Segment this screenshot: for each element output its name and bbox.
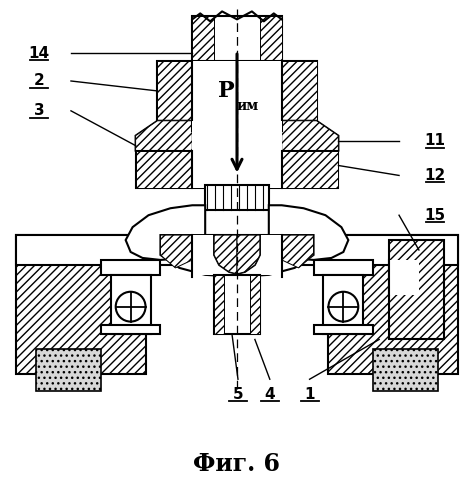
Polygon shape [282, 235, 313, 268]
Polygon shape [214, 235, 237, 274]
Polygon shape [313, 260, 373, 275]
Text: 12: 12 [424, 168, 446, 183]
Polygon shape [16, 235, 146, 374]
Polygon shape [157, 61, 317, 131]
Polygon shape [36, 349, 101, 391]
Polygon shape [192, 151, 282, 188]
Polygon shape [214, 235, 260, 274]
Polygon shape [101, 260, 161, 275]
Polygon shape [373, 349, 438, 391]
Text: P: P [218, 80, 235, 102]
Text: им: им [237, 99, 259, 113]
Polygon shape [126, 205, 205, 260]
Polygon shape [250, 275, 260, 334]
Polygon shape [161, 235, 192, 268]
Polygon shape [16, 235, 458, 265]
Polygon shape [136, 121, 192, 151]
Polygon shape [389, 260, 419, 295]
Polygon shape [111, 275, 151, 334]
Text: 5: 5 [233, 387, 243, 402]
Text: 11: 11 [424, 133, 446, 148]
Polygon shape [389, 240, 444, 339]
Polygon shape [328, 235, 458, 374]
Polygon shape [313, 324, 373, 334]
Polygon shape [214, 275, 224, 334]
Polygon shape [192, 16, 214, 71]
Polygon shape [192, 121, 282, 151]
Text: 15: 15 [424, 208, 446, 223]
Text: 14: 14 [28, 45, 50, 61]
Circle shape [116, 292, 146, 321]
Polygon shape [323, 275, 363, 334]
Polygon shape [161, 235, 313, 277]
Text: 1: 1 [304, 387, 315, 402]
Polygon shape [269, 205, 348, 260]
Polygon shape [192, 235, 282, 275]
Circle shape [328, 292, 358, 321]
Text: 3: 3 [34, 103, 45, 118]
Polygon shape [282, 121, 338, 151]
Polygon shape [214, 275, 260, 334]
Polygon shape [192, 61, 282, 131]
Polygon shape [237, 235, 260, 274]
Polygon shape [136, 151, 192, 188]
Text: Фиг. 6: Фиг. 6 [193, 452, 281, 476]
Polygon shape [282, 151, 338, 188]
Polygon shape [192, 16, 282, 71]
Polygon shape [136, 121, 338, 151]
Polygon shape [205, 185, 269, 210]
Polygon shape [157, 61, 192, 131]
Polygon shape [136, 151, 338, 188]
Polygon shape [101, 324, 161, 334]
Text: 2: 2 [34, 73, 45, 88]
Text: 4: 4 [264, 387, 275, 402]
Polygon shape [282, 61, 317, 131]
Polygon shape [260, 16, 282, 71]
